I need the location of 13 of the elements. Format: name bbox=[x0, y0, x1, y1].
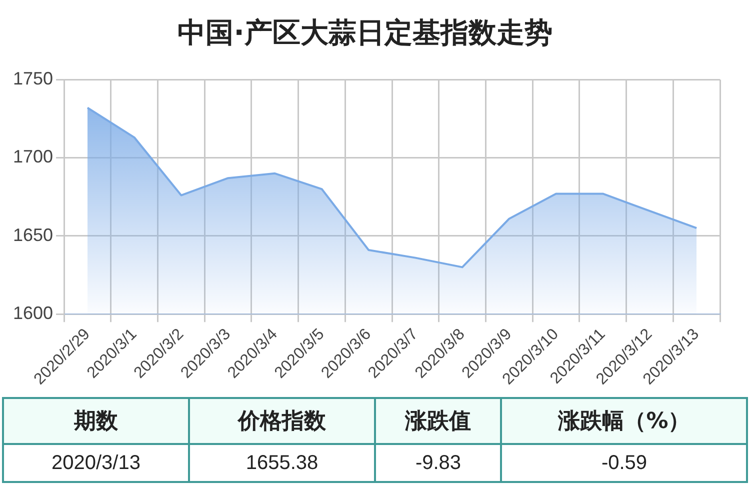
y-tick-label: 1600 bbox=[12, 303, 54, 324]
text: 涨跌值 bbox=[375, 398, 502, 444]
text: 价格指数 bbox=[189, 398, 375, 444]
chart-title: 中国·产区大蒜日定基指数走势 bbox=[178, 16, 552, 50]
y-tick-label: 1650 bbox=[12, 224, 54, 245]
text: -9.83 bbox=[375, 444, 502, 482]
y-tick-label: 1700 bbox=[12, 146, 54, 167]
text: 期数 bbox=[3, 398, 189, 444]
text: 2020/3/13 bbox=[3, 444, 189, 482]
text: -0.59 bbox=[501, 444, 747, 482]
text: 1655.38 bbox=[189, 444, 375, 482]
text: 涨跌幅（%） bbox=[501, 398, 747, 444]
y-tick-label: 1750 bbox=[12, 68, 54, 89]
